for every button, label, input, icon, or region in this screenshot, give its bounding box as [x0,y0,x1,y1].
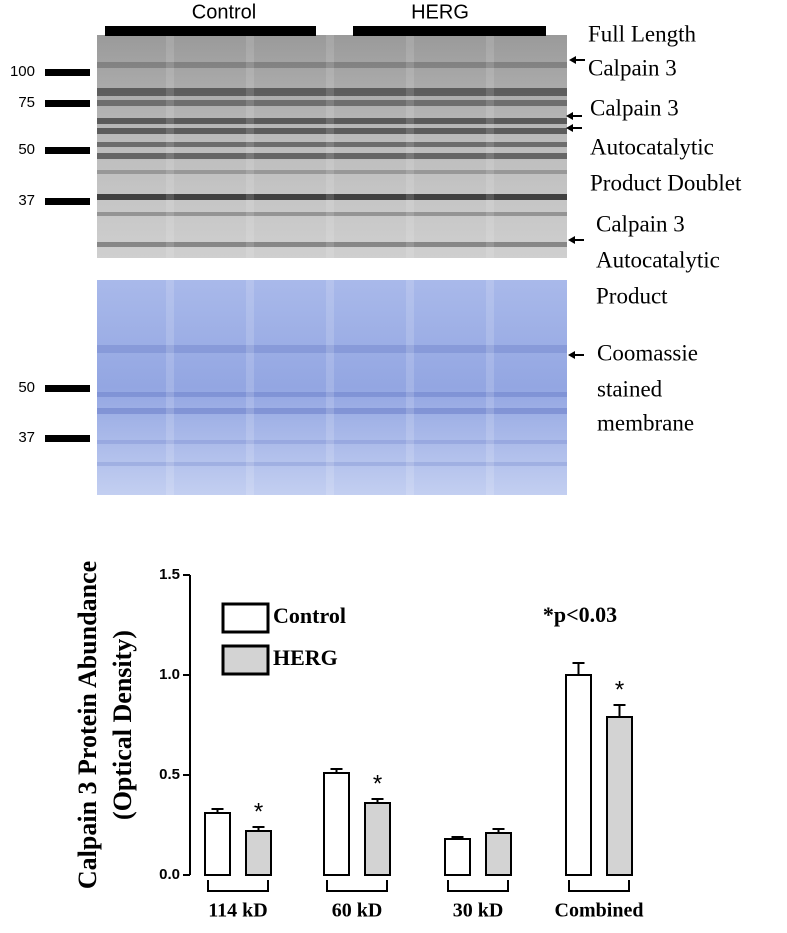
blot-band [97,153,567,159]
lane-gap [166,280,174,495]
arrow-head [566,124,573,132]
annotation: Coomassie [597,340,698,365]
legend-swatch [221,602,270,634]
membrane-band [97,440,567,444]
blot-band [97,62,567,68]
lane-gap [326,280,334,495]
y-tick-label: 0.0 [159,866,180,883]
category-bracket [207,880,269,892]
x-tick-label: Combined [555,900,644,922]
bar [364,802,391,876]
bar [485,832,512,876]
group-label: Control [192,1,256,23]
annotation: Calpain 3 [596,211,685,236]
marker-label: 50 [18,141,35,158]
y-tick-label: 0.5 [159,766,180,783]
marker-tick [45,100,90,107]
marker-tick [45,147,90,154]
arrow-head [568,236,575,244]
bar [323,772,350,876]
annotation: stained [597,376,663,401]
bar [245,830,272,876]
arrow-head [568,351,575,359]
blot-band [97,118,567,124]
lane-gap [246,35,254,258]
y-tick-label: 1.0 [159,666,180,683]
legend-swatch [221,644,270,676]
marker-tick [45,69,90,76]
significance-mark: * [254,798,263,825]
lane-gap [486,35,494,258]
annotation: Calpain 3 [588,55,677,80]
marker-label: 37 [18,429,35,446]
lane-gap [246,280,254,495]
blot-band [97,170,567,174]
marker-label: 37 [18,192,35,209]
annotation: Product Doublet [590,170,742,195]
marker-label: 100 [10,63,35,80]
lane-gap [406,35,414,258]
marker-tick [45,435,90,442]
annotation: Calpain 3 [590,95,679,120]
y-axis-label: Calpain 3 Protein Abundance [73,561,102,889]
marker-tick [45,385,90,392]
significance-mark: * [373,770,382,797]
category-bracket [568,880,630,892]
membrane-band [97,345,567,353]
annotation: membrane [597,410,694,435]
annotation: *p<0.03 [543,602,617,627]
category-bracket [447,880,509,892]
blot-band [97,212,567,216]
x-tick-label: 114 kD [208,900,267,922]
bar [606,716,633,876]
bar [204,812,231,876]
bar [444,838,471,876]
lane-gap [326,35,334,258]
blot-band [97,194,567,200]
category-bracket [326,880,388,892]
coomassie-membrane [97,280,567,495]
x-tick-label: 60 kD [332,900,383,922]
annotation: Full Length [588,21,696,46]
group-bar [105,26,316,36]
y-axis-label: (Optical Density) [108,630,137,820]
blot-band [97,88,567,96]
legend-label: Control [273,603,346,628]
arrow-head [569,56,576,64]
membrane-band [97,462,567,466]
y-tick-label: 1.5 [159,566,180,583]
blot-band [97,142,567,147]
arrow-head [566,112,573,120]
membrane-band [97,392,567,397]
blot-bands [97,35,567,495]
group-bar [353,26,546,36]
membrane-band [97,408,567,414]
legend-label: HERG [273,645,338,670]
marker-label: 75 [18,94,35,111]
group-label: HERG [411,1,469,23]
x-tick-label: 30 kD [453,900,504,922]
annotation: Product [596,283,668,308]
marker-tick [45,198,90,205]
significance-mark: * [615,676,624,703]
lane-gap [486,280,494,495]
annotation: Autocatalytic [590,134,714,159]
marker-label: 50 [18,379,35,396]
blot-band [97,128,567,134]
blot-band [97,100,567,106]
lane-gap [406,280,414,495]
bar [565,674,592,876]
lane-gap [166,35,174,258]
blot-band [97,242,567,247]
annotation: Autocatalytic [596,247,720,272]
